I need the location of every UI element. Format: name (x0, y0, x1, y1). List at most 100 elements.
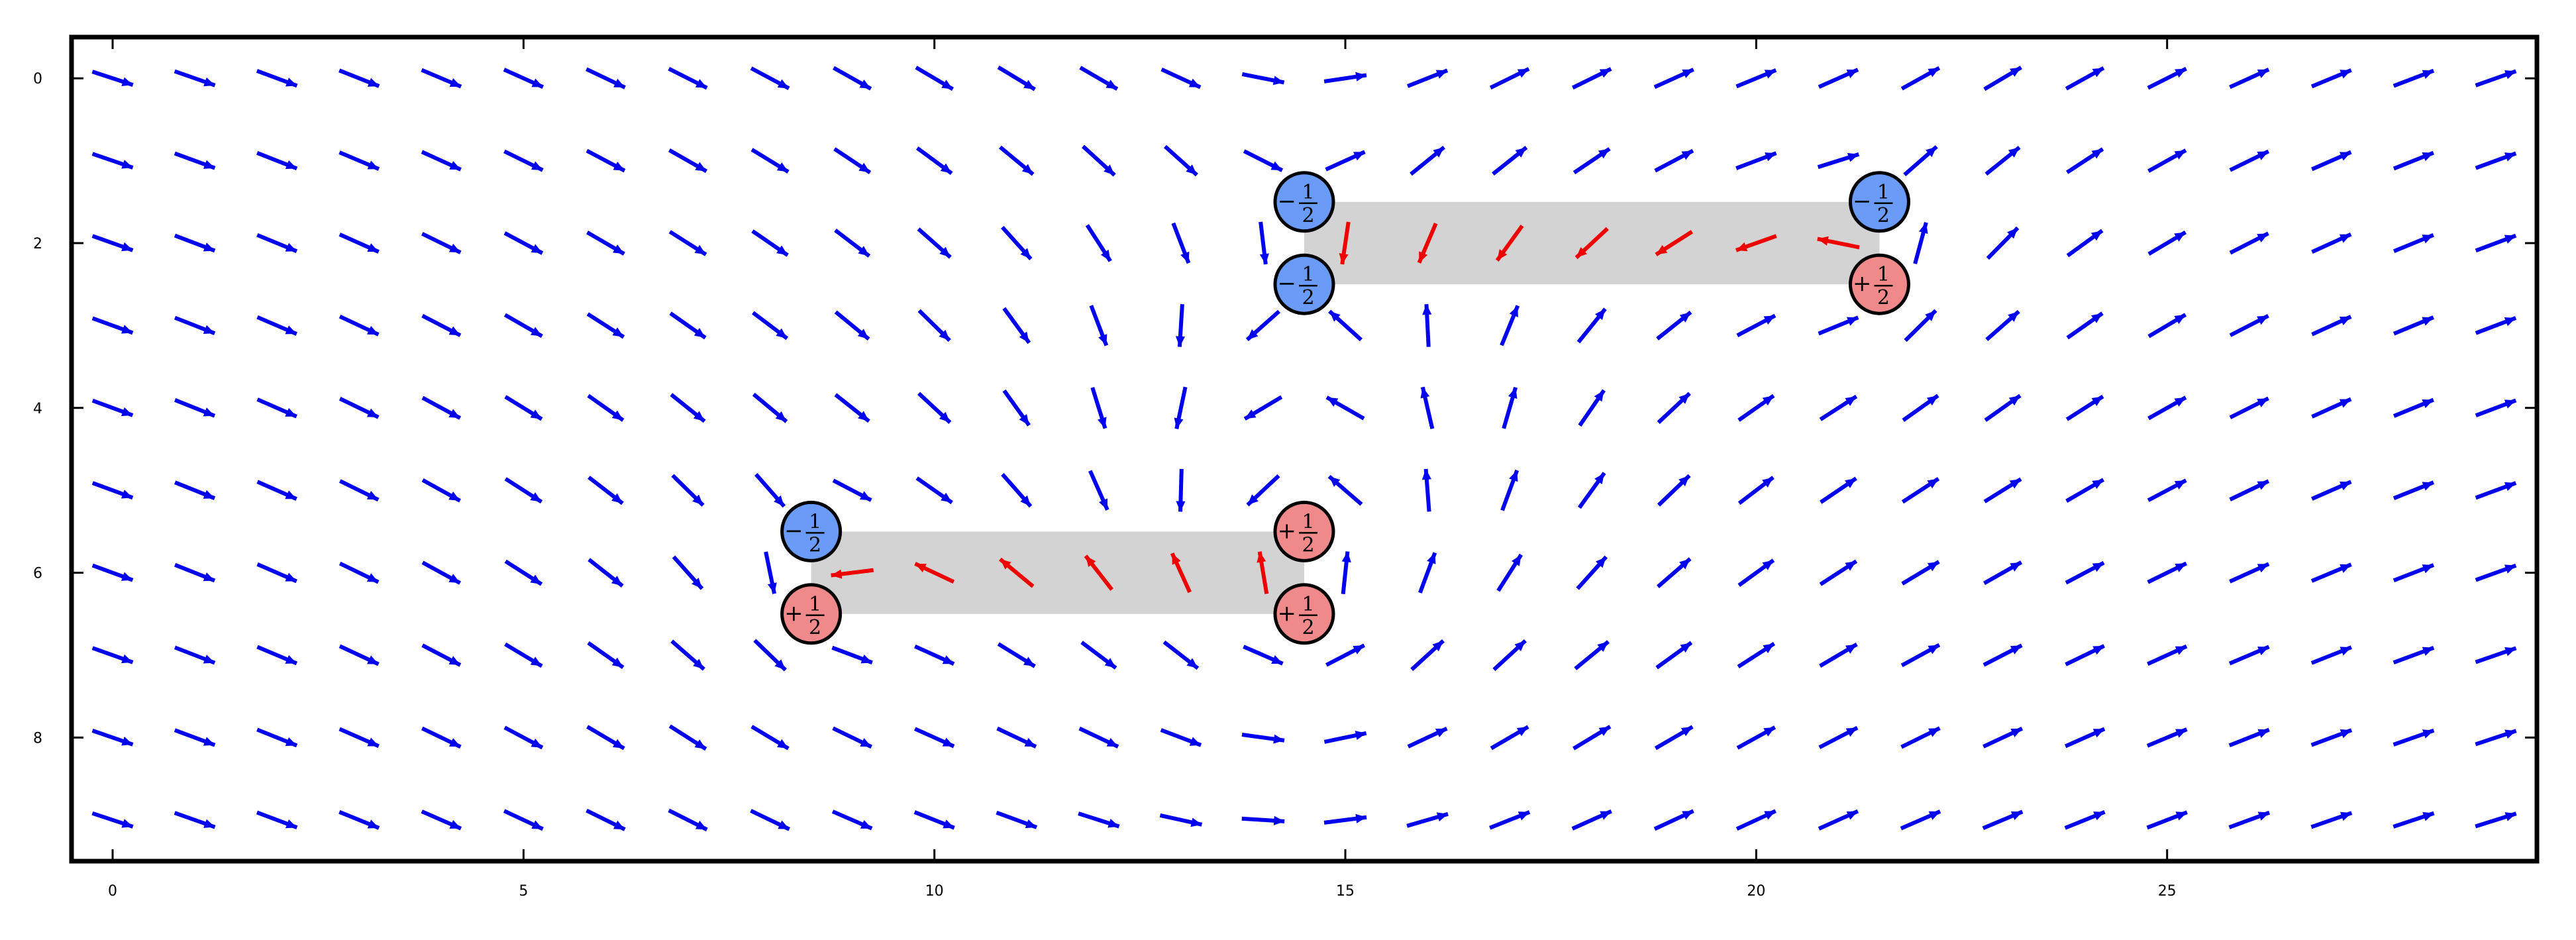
arrow-head (203, 737, 215, 746)
arrow-head (1097, 417, 1107, 429)
field-arrow (1572, 147, 1611, 175)
arrow-head (1273, 734, 1284, 744)
field-arrow (915, 476, 953, 505)
highlighted-arrow (1735, 234, 1777, 252)
arrow-head (367, 78, 380, 87)
field-arrow (1653, 809, 1694, 831)
field-arrow (2475, 563, 2517, 582)
field-arrow (503, 313, 543, 339)
arrow-head (1517, 68, 1529, 78)
field-arrow (2147, 644, 2188, 666)
arrow-head (767, 582, 777, 594)
arrow-head (1024, 737, 1036, 747)
field-arrow (1243, 395, 1283, 421)
field-arrow (256, 151, 298, 171)
arrow-head (2422, 70, 2434, 79)
field-arrow (1323, 813, 1367, 825)
field-arrow (2393, 397, 2434, 418)
defect-denominator: 2 (1302, 533, 1314, 556)
field-arrow (1656, 557, 1692, 588)
arrow-head (1846, 811, 1858, 820)
field-arrow (338, 809, 380, 830)
arrow-head (1436, 812, 1449, 822)
arrow-head (2090, 231, 2102, 241)
field-arrow (996, 810, 1038, 829)
field-arrow (1574, 640, 1610, 670)
field-arrow (2311, 150, 2352, 172)
field-arrow (1489, 810, 1531, 830)
arrow-head (1271, 655, 1283, 664)
arrow-head (203, 325, 215, 334)
arrow-head (1259, 253, 1269, 265)
field-arrow (2065, 560, 2105, 585)
negative-defect-marker: −12 (780, 500, 843, 562)
arrow-head (2010, 811, 2023, 820)
field-arrow (1492, 639, 1527, 672)
arrow-head (1845, 478, 1857, 488)
arrow-head (2175, 646, 2187, 655)
arrow-head (1845, 727, 1858, 737)
arrow-head (778, 820, 790, 829)
field-arrow (588, 558, 624, 588)
arrow-head (859, 79, 871, 89)
arrow-head (1098, 334, 1108, 346)
arrow-head (530, 574, 542, 584)
arrow-head (2340, 811, 2352, 821)
arrow-head (1845, 396, 1857, 406)
arrow-head (2504, 399, 2516, 409)
defect-denominator: 2 (1302, 204, 1314, 227)
field-arrow (1656, 310, 1692, 340)
arrow-head (2008, 147, 2020, 158)
field-arrow (1737, 393, 1775, 422)
defect-numerator: 1 (809, 510, 821, 533)
field-arrow (1162, 640, 1200, 670)
arrow-head (1679, 312, 1691, 323)
arrow-head (2092, 68, 2104, 78)
field-arrow (421, 232, 462, 254)
arrow-head (1245, 409, 1257, 419)
arrow-head (203, 242, 215, 252)
field-arrow (751, 229, 789, 257)
arrow-head (449, 819, 461, 829)
field-arrow (256, 315, 298, 336)
arrow-head (121, 160, 133, 169)
field-arrow (914, 727, 955, 749)
field-arrow (1820, 476, 1857, 504)
arrow-head (121, 654, 133, 664)
arrow-head (1020, 248, 1031, 259)
arrow-head (285, 490, 297, 499)
field-arrow (2475, 481, 2517, 500)
arrow-head (1765, 152, 1777, 162)
field-arrow (917, 392, 952, 424)
field-arrow (917, 227, 952, 259)
field-arrow (586, 231, 625, 256)
arrow-head (1595, 556, 1606, 568)
arrow-head (1023, 656, 1035, 666)
field-arrow (1421, 468, 1431, 512)
field-arrow (91, 70, 134, 87)
field-arrow (2147, 231, 2187, 256)
field-arrow (1500, 305, 1520, 346)
arrow-head (859, 491, 872, 501)
arrow-head (613, 244, 625, 254)
field-arrow (338, 479, 380, 502)
defect-circle (780, 500, 843, 562)
arrow-head (285, 160, 297, 170)
field-arrow (1817, 152, 1860, 170)
field-arrow (1819, 394, 1858, 421)
field-arrow (1079, 66, 1119, 91)
arrow-head (203, 77, 215, 87)
arrow-head (693, 411, 705, 421)
field-arrow (2393, 728, 2435, 747)
defect-numerator: 1 (1877, 263, 1890, 286)
arrow-head (531, 161, 543, 170)
field-arrow (2146, 810, 2188, 830)
field-arrow (833, 147, 872, 174)
arrow-head (939, 411, 951, 423)
arrow-head (1514, 641, 1525, 652)
arrow-head (775, 411, 787, 422)
field-arrow (1325, 395, 1365, 421)
defect-circle (1273, 500, 1335, 562)
field-arrow (1406, 811, 1449, 828)
arrow-head (1433, 147, 1445, 158)
